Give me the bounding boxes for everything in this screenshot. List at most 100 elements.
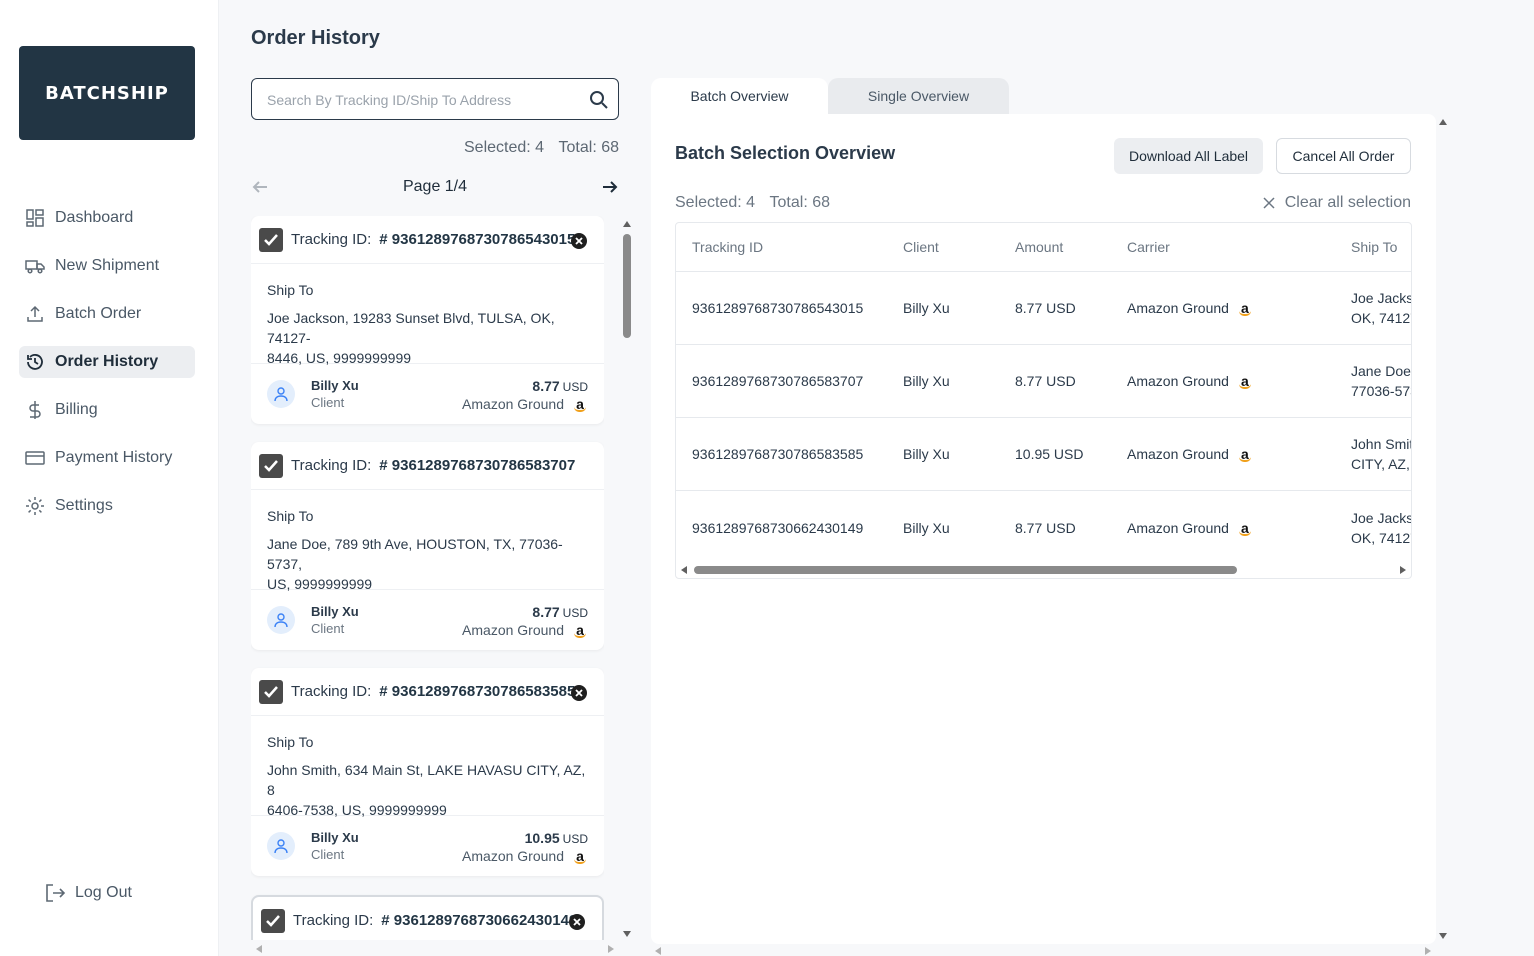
ship-to-line: OK, 74127- (1351, 310, 1411, 326)
check-icon (266, 914, 280, 927)
arrow-right-icon[interactable] (601, 178, 619, 196)
order-checkbox[interactable] (259, 227, 283, 252)
address-line: Jane Doe, 789 9th Ave, HOUSTON, TX, 7703… (267, 536, 563, 572)
table-row[interactable]: 9361289768730662430149 Billy Xu 8.77 USD… (676, 491, 1411, 564)
sidebar-item-label: Batch Order (55, 305, 142, 322)
download-all-label-button[interactable]: Download All Label (1114, 138, 1263, 174)
order-list: Tracking ID: # 9361289768730786543015 Sh… (251, 216, 604, 940)
column-header[interactable]: Carrier (1127, 239, 1170, 255)
table-row[interactable]: 9361289768730786543015 Billy Xu 8.77 USD… (676, 272, 1411, 345)
order-card[interactable]: Tracking ID: # 9361289768730662430149 (251, 895, 604, 940)
column-header[interactable]: Client (903, 239, 939, 255)
cell-client: Billy Xu (903, 373, 950, 389)
sidebar-item-billing[interactable]: Billing (19, 394, 195, 426)
search-icon[interactable] (588, 89, 610, 111)
scroll-thumb[interactable] (623, 234, 631, 338)
table-horizontal-scrollbar[interactable] (676, 562, 1411, 578)
scroll-right-icon[interactable] (1424, 946, 1432, 956)
cancel-all-order-button[interactable]: Cancel All Order (1276, 138, 1411, 174)
logout-button[interactable]: Log Out (44, 882, 132, 904)
table-row[interactable]: 9361289768730786583707 Billy Xu 8.77 USD… (676, 345, 1411, 418)
sidebar-item-payment-history[interactable]: Payment History (19, 442, 195, 474)
cell-tracking-id: 9361289768730786543015 (692, 300, 864, 316)
carrier-name: Amazon Ground (1127, 446, 1229, 462)
carrier: Amazon Ground a (462, 848, 588, 864)
cell-tracking-id: 9361289768730662430149 (692, 519, 864, 536)
ship-to-label: Ship To (267, 508, 314, 524)
sidebar-item-new-shipment[interactable]: New Shipment (19, 250, 195, 282)
sidebar-item-settings[interactable]: Settings (19, 490, 195, 522)
ship-to-line: Jane Doe, (1351, 363, 1411, 379)
column-header[interactable]: Ship To (1351, 239, 1398, 255)
scroll-thumb[interactable] (694, 566, 1237, 574)
remove-circle-icon[interactable] (570, 232, 588, 250)
selected-count: Selected: 4 (675, 194, 756, 211)
scroll-down-icon[interactable] (622, 930, 632, 938)
scroll-right-icon[interactable] (1399, 565, 1407, 575)
tab-batch-overview[interactable]: Batch Overview (651, 78, 828, 114)
cell-ship-to: Joe Jackson, OK, 74127- (1351, 491, 1411, 564)
order-list-scrollbar[interactable] (621, 216, 633, 940)
panel-vertical-scrollbar[interactable] (1436, 114, 1450, 944)
table-header-row: Tracking ID Client Amount Carrier Ship T… (676, 223, 1411, 272)
selected-count: Selected: 4 (464, 139, 545, 156)
order-card[interactable]: Tracking ID: # 9361289768730786583585 Sh… (251, 668, 604, 876)
address-line: 6406-7538, US, 9999999999 (267, 802, 447, 818)
order-card-header: Tracking ID: # 9361289768730786543015 (251, 216, 604, 264)
order-card-footer: Billy Xu Client 8.77 USD Amazon Ground a (251, 364, 604, 424)
amount-currency: USD (562, 606, 588, 620)
order-card-header: Tracking ID: # 9361289768730662430149 (253, 897, 602, 940)
order-checkbox[interactable] (261, 908, 285, 933)
scroll-left-icon[interactable] (654, 946, 662, 956)
ship-to-address: Joe Jackson, 19283 Sunset Blvd, TULSA, O… (267, 308, 588, 368)
ship-to-line: 77036-5737 (1351, 383, 1411, 399)
tracking-id-label: Tracking ID: (291, 683, 372, 700)
carrier-name: Amazon Ground (462, 396, 564, 412)
sidebar-item-batch-order[interactable]: Batch Order (19, 298, 195, 330)
amazon-icon: a (1237, 373, 1253, 389)
order-card[interactable]: Tracking ID: # 9361289768730786543015 Sh… (251, 216, 604, 424)
scroll-up-icon[interactable] (1438, 118, 1448, 126)
cell-ship-to: John Smith, CITY, AZ, (1351, 418, 1411, 490)
cell-client: Billy Xu (903, 300, 950, 316)
cell-carrier: Amazon Ground a (1127, 491, 1253, 564)
order-amount: 10.95 USD (525, 830, 588, 846)
ship-to-line: Joe Jackson, (1351, 290, 1411, 306)
scroll-left-icon[interactable] (255, 944, 263, 954)
client-role: Client (311, 395, 345, 410)
brand-logo-text: BATCHSHIP (45, 82, 169, 104)
total-count: Total: 68 (769, 194, 830, 211)
scroll-left-icon[interactable] (680, 565, 688, 575)
sidebar-item-label: Billing (55, 401, 98, 418)
user-icon (274, 839, 288, 854)
arrow-left-icon[interactable] (251, 178, 269, 196)
scroll-right-icon[interactable] (607, 944, 615, 954)
sidebar-item-dashboard[interactable]: Dashboard (19, 202, 195, 234)
ship-to-line: OK, 74127- (1351, 529, 1411, 546)
table-row[interactable]: 9361289768730786583585 Billy Xu 10.95 US… (676, 418, 1411, 491)
scroll-up-icon[interactable] (622, 220, 632, 228)
remove-circle-icon[interactable] (570, 684, 588, 702)
brand-logo[interactable]: BATCHSHIP (19, 46, 195, 140)
order-checkbox[interactable] (259, 453, 283, 478)
dashboard-icon (26, 209, 44, 227)
column-header[interactable]: Amount (1015, 239, 1064, 255)
sidebar-item-label: Dashboard (55, 209, 134, 226)
column-header[interactable]: Tracking ID (692, 239, 764, 255)
order-card-footer: Billy Xu Client 10.95 USD Amazon Ground a (251, 816, 604, 876)
sidebar-item-order-history[interactable]: Order History (19, 346, 195, 378)
scroll-down-icon[interactable] (1438, 932, 1448, 940)
check-icon (264, 459, 278, 472)
order-card[interactable]: Tracking ID: # 9361289768730786583707 Sh… (251, 442, 604, 650)
search-input[interactable] (267, 89, 577, 111)
avatar (267, 606, 295, 634)
order-checkbox[interactable] (259, 679, 283, 704)
order-amount: 8.77 USD (532, 604, 588, 620)
avatar (267, 832, 295, 860)
tab-single-overview[interactable]: Single Overview (828, 78, 1009, 114)
cell-ship-to: Joe Jackson, OK, 74127- (1351, 272, 1411, 344)
carrier: Amazon Ground a (462, 396, 588, 412)
clear-selection-button[interactable]: Clear all selection (1263, 194, 1411, 212)
panel-horizontal-scrollbar[interactable] (651, 944, 1436, 956)
remove-circle-icon[interactable] (568, 913, 586, 931)
